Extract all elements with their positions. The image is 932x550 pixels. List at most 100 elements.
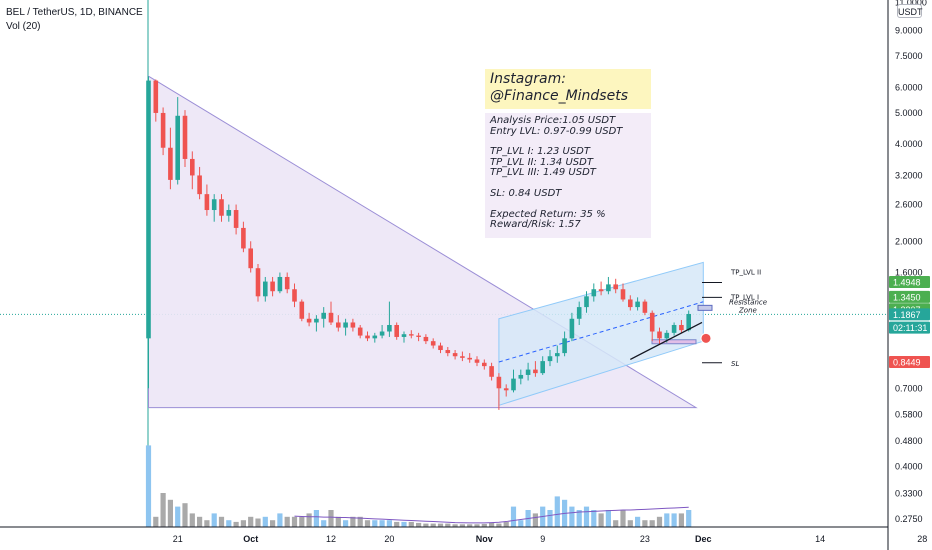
candle-body <box>394 324 399 337</box>
candle-body <box>146 80 151 339</box>
candle-body <box>518 374 524 379</box>
candle-body <box>226 210 232 216</box>
volume-bar <box>350 516 356 527</box>
volume-bar <box>248 516 254 527</box>
x-tick-label: Oct <box>243 534 258 544</box>
volume-bar <box>313 510 319 527</box>
candle-body <box>606 284 611 292</box>
tp-level-1: TP_LVL I: 1.23 USDT <box>490 146 590 158</box>
volume-bar <box>686 510 692 527</box>
y-tick-label: 0.7000 <box>895 383 923 393</box>
candle-body <box>562 338 567 354</box>
volume-bar <box>189 513 195 527</box>
candle-body <box>277 276 283 292</box>
volume-bar <box>328 510 334 527</box>
y-tick-label: 5.0000 <box>895 108 923 118</box>
entry-marker <box>700 332 712 344</box>
x-tick-label: Dec <box>695 534 712 544</box>
candle-body <box>306 318 312 323</box>
volume-bar <box>386 520 392 527</box>
tp-level-3: TP_LVL III: 1.49 USDT <box>490 167 596 179</box>
volume-bar <box>306 513 312 527</box>
volume-bar <box>547 510 553 527</box>
tp-level-2: TP_LVL II: 1.34 USDT <box>490 156 593 168</box>
candle-body <box>284 276 290 290</box>
candle-body <box>438 345 443 351</box>
volume-ma-line <box>294 506 689 524</box>
volume-bar <box>445 523 451 527</box>
entry-zone-box <box>651 339 697 345</box>
y-tick-label: 11.0000 <box>895 0 927 8</box>
candle-body <box>263 281 268 297</box>
candle-body <box>649 312 655 332</box>
y-tick-label: 0.4000 <box>895 462 923 472</box>
volume-bar <box>233 521 239 527</box>
volume-bar <box>343 520 349 527</box>
candle-body <box>467 357 472 360</box>
candle-body <box>482 362 487 367</box>
resistance-zone-box <box>697 304 713 311</box>
y-tick-label: 9.0000 <box>895 26 923 36</box>
volume-bar <box>160 493 166 527</box>
x-tick-label: 14 <box>815 534 825 544</box>
candle-body <box>423 336 429 342</box>
candle-body <box>270 281 275 292</box>
price-marker-box <box>889 290 930 303</box>
volume-bar <box>226 520 232 527</box>
price-marker-label: 1.4948 <box>893 278 921 288</box>
volume-bar <box>605 510 611 527</box>
volume-bar <box>474 524 480 527</box>
x-tick-label: 28 <box>917 534 927 544</box>
candle-body <box>350 322 356 328</box>
candle-body <box>153 80 159 113</box>
tp-level-2-label: TP_LVL II <box>730 268 761 276</box>
volume-bar <box>211 513 217 527</box>
candle-body <box>511 378 516 391</box>
volume-bar <box>583 506 590 527</box>
y-tick-label: 0.5800 <box>895 410 923 420</box>
volume-bar <box>532 513 538 527</box>
volume-bar <box>401 521 407 527</box>
candle-body <box>591 289 597 297</box>
candle-body <box>211 199 217 211</box>
candle-body <box>219 199 224 216</box>
volume-bar <box>671 513 677 527</box>
volume-bar <box>613 520 619 527</box>
entry-level: Entry LVL: 0.97-0.99 USDT <box>490 125 623 137</box>
y-tick-label: 0.3300 <box>895 489 923 499</box>
currency-button[interactable]: USDT <box>897 4 923 18</box>
x-tick-label: 12 <box>326 534 336 544</box>
volume-bar <box>467 524 473 527</box>
x-tick-label: Nov <box>476 534 493 544</box>
price-marker-label: 1.1867 <box>893 310 921 320</box>
x-tick-label: 20 <box>384 534 394 544</box>
y-tick-label: 0.2750 <box>895 514 923 524</box>
candle-body <box>328 312 334 323</box>
volume-bar <box>664 513 670 527</box>
volume-bar <box>364 520 371 527</box>
volume-bar <box>153 516 159 527</box>
candle-body <box>292 289 297 302</box>
candle-body <box>474 359 480 363</box>
volume-bar <box>321 520 327 527</box>
zone-label: Zone <box>738 306 757 314</box>
volume-bar <box>627 520 633 527</box>
volume-bar <box>262 516 268 527</box>
volume-bar <box>335 516 341 527</box>
volume-bar <box>167 499 173 527</box>
volume-bar <box>510 506 517 527</box>
y-tick-label: 3.2000 <box>895 170 923 180</box>
candle-body <box>416 335 421 337</box>
candle-body <box>387 324 392 332</box>
candle-body <box>365 335 370 339</box>
resistance-label: Resistance <box>729 298 767 306</box>
volume-bar <box>678 513 684 527</box>
price-marker-box <box>889 308 930 321</box>
volume-indicator-label[interactable]: Vol (20) <box>6 21 41 32</box>
volume-bar <box>291 516 298 527</box>
candle-body <box>401 334 407 337</box>
volume-bar <box>591 510 597 527</box>
volume-bar <box>518 520 524 527</box>
volume-bar <box>635 516 641 527</box>
